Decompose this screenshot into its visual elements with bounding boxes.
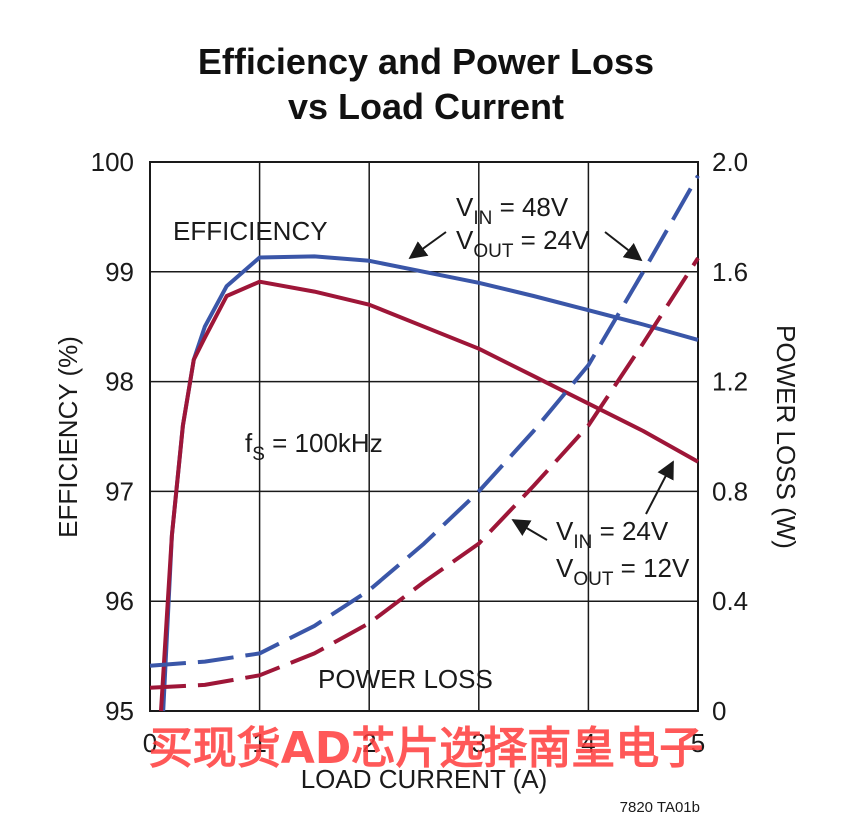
y-axis-right-label: POWER LOSS (W) [771, 325, 801, 549]
y-right-tick-label: 0.4 [712, 586, 748, 616]
vin48-main: V [456, 192, 474, 222]
arrow-to-power-loss-24v [511, 519, 548, 541]
x-tick-label: 5 [691, 728, 705, 758]
vout24-value: = 24V [513, 225, 590, 255]
vout12-annotation: VOUT = 12V [556, 553, 690, 590]
vin48-annotation: VIN = 48V [456, 192, 569, 229]
power-loss-line-red [149, 257, 700, 690]
vin48-value: = 48V [492, 192, 569, 222]
fs-value: = 100kHz [265, 428, 383, 458]
y-right-tick-label: 2.0 [712, 147, 748, 177]
y-right-tick-label: 1.2 [712, 367, 748, 397]
efficiency-line-blue [161, 254, 699, 712]
y-left-tick-label: 100 [91, 147, 134, 177]
y-right-tick-label: 0 [712, 696, 726, 726]
series-group [149, 174, 700, 712]
y-left-tick-label: 96 [105, 586, 134, 616]
chart-title-line-1: Efficiency and Power Loss [198, 41, 654, 82]
efficiency-annotation: EFFICIENCY [173, 216, 328, 246]
plot-frame [149, 161, 699, 712]
y-left-tick-label: 98 [105, 367, 134, 397]
grid [150, 162, 698, 711]
x-tick-label: 0 [143, 728, 157, 758]
vin48-sub: IN [473, 208, 492, 229]
tick-labels: 0 1 2 3 4 5 95 96 97 98 99 100 0 0.4 0.8 1.2 1.6 2.0 [91, 147, 749, 758]
x-tick-label: 2 [362, 728, 376, 758]
vout24-annotation: VOUT = 24V [456, 225, 590, 262]
watermark-text: 买现货AD芯片选择南皇电子 [149, 723, 704, 774]
vin24-annotation: VIN = 24V [556, 516, 669, 553]
vout12-value: = 12V [613, 553, 690, 583]
figure-id: 7820 TA01b [620, 799, 700, 816]
vin24-sub: IN [573, 532, 592, 553]
vout24-sub: OUT [473, 241, 514, 262]
power-loss-annotation: POWER LOSS [318, 664, 493, 694]
x-axis-label: LOAD CURRENT (A) [301, 764, 548, 794]
vin24-value: = 24V [592, 516, 669, 546]
arrow-to-efficiency-48v [408, 231, 447, 260]
fs-sub: S [252, 444, 265, 465]
y-right-tick-label: 1.6 [712, 257, 748, 287]
y-right-tick-label: 0.8 [712, 476, 748, 506]
efficiency-line-red [159, 279, 699, 712]
x-tick-label: 3 [472, 728, 486, 758]
y-left-tick-label: 99 [105, 257, 134, 287]
power-loss-line-blue [149, 174, 700, 668]
vout12-sub: OUT [573, 569, 614, 590]
x-tick-label: 1 [252, 728, 266, 758]
vout24-main: V [456, 225, 474, 255]
fs-main: f [245, 428, 253, 458]
vin24-main: V [556, 516, 574, 546]
y-left-tick-label: 95 [105, 696, 134, 726]
fs-annotation: fS = 100kHz [245, 428, 383, 465]
arrow-to-power-loss-48v [604, 231, 643, 262]
arrow-to-efficiency-24v [645, 460, 674, 515]
chart-title-line-2: vs Load Current [288, 86, 564, 127]
y-left-tick-label: 97 [105, 476, 134, 506]
y-axis-left-label: EFFICIENCY (%) [53, 336, 83, 538]
vout12-main: V [556, 553, 574, 583]
x-tick-label: 4 [581, 728, 595, 758]
